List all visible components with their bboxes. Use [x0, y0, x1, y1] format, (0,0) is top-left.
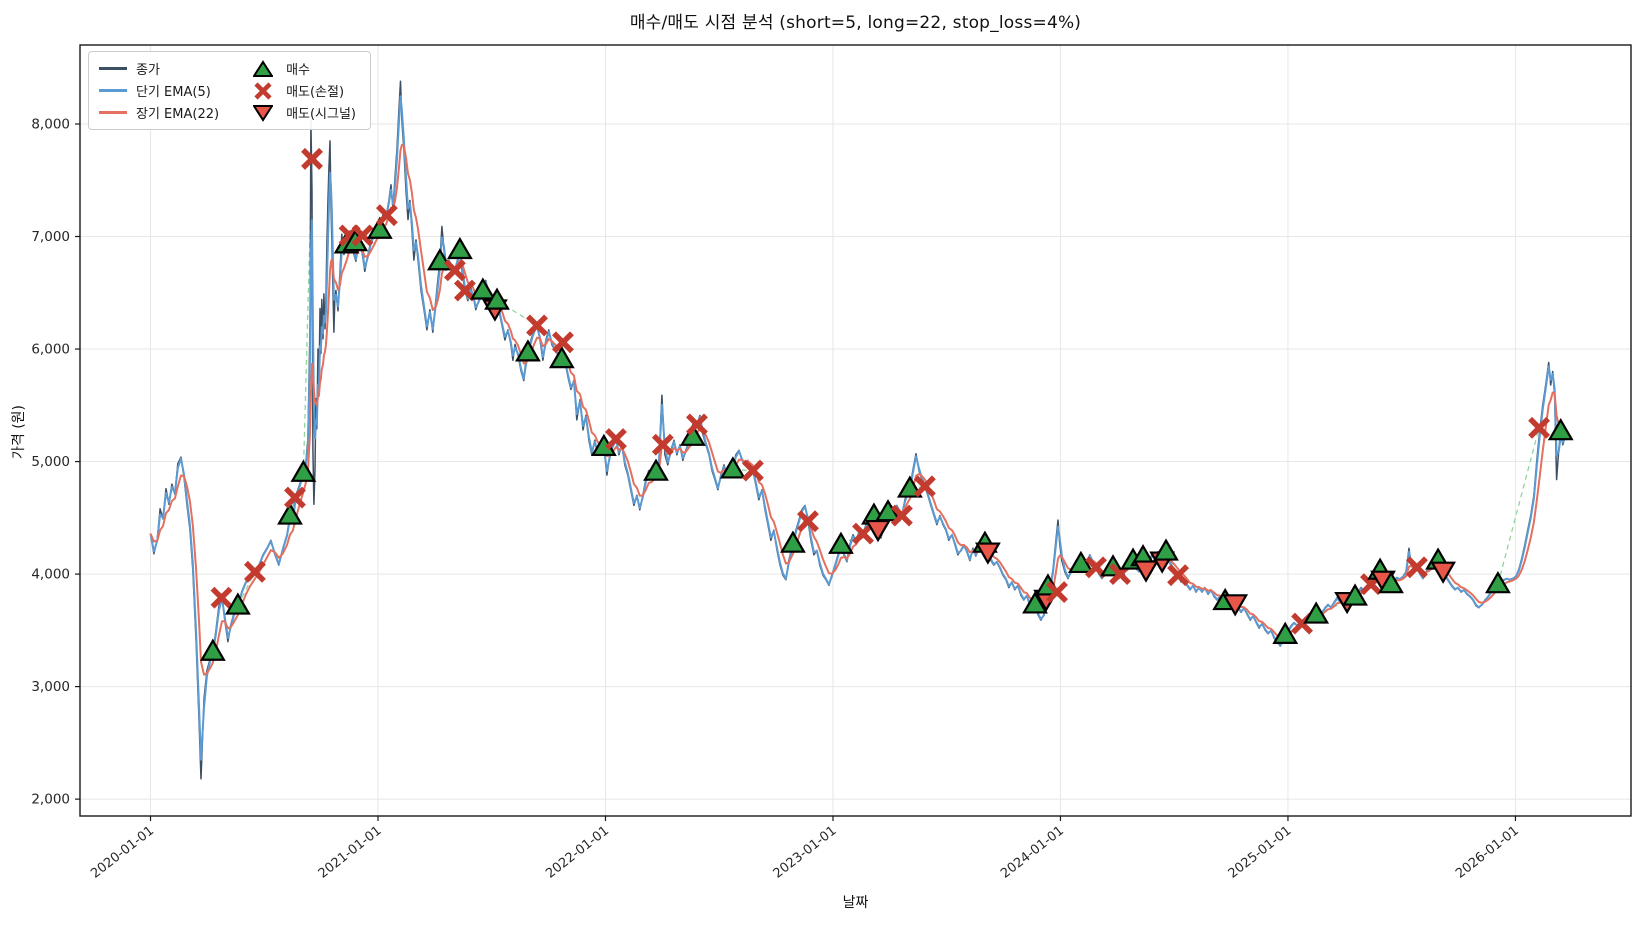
legend-marker-column: 매수 매도(손절) 매도(시그널)	[249, 59, 356, 122]
buy-triangle-icon	[249, 59, 277, 78]
stop-loss-marker	[1167, 564, 1190, 587]
stop-loss-marker	[797, 510, 819, 533]
x-tick-label: 2025-01-01	[1226, 823, 1295, 881]
buy-marker	[1378, 571, 1404, 594]
stop-loss-marker	[526, 314, 548, 337]
buy-marker	[719, 456, 746, 479]
x-tick-label: 2021-01-01	[316, 823, 385, 881]
buy-marker	[366, 216, 393, 239]
legend: 종가 단기 EMA(5) 장기 EMA(22) 매수	[88, 51, 372, 130]
y-tick-label: 6,000	[31, 342, 70, 358]
buy-marker	[1485, 571, 1511, 594]
stop-loss-marker	[1405, 556, 1428, 579]
stop-loss-marker	[1046, 581, 1068, 604]
y-tick-label: 3,000	[31, 679, 70, 695]
x-tick-label: 2020-01-01	[88, 823, 157, 881]
buy-marker	[1272, 621, 1299, 644]
stop-loss-marker	[552, 331, 574, 354]
buy-marker	[277, 502, 303, 525]
buy-marker	[828, 531, 854, 554]
buy-marker	[484, 287, 510, 310]
legend-item-ema-long: 장기 EMA(22)	[99, 103, 219, 122]
ema-short-line-swatch	[99, 89, 127, 92]
stop-loss-marker	[913, 475, 936, 498]
buy-marker	[548, 345, 575, 369]
stop-loss-x-icon	[249, 81, 277, 100]
buy-marker	[679, 423, 706, 446]
stop-loss-marker	[443, 259, 466, 282]
stop-loss-marker	[351, 224, 374, 247]
x-tick-label: 2022-01-01	[543, 823, 612, 881]
legend-label-stop: 매도(손절)	[286, 85, 345, 100]
buy-marker	[224, 592, 251, 615]
legend-item-signal: 매도(시그널)	[249, 103, 356, 122]
legend-label-ema-short: 단기 EMA(5)	[136, 85, 211, 100]
y-axis-label: 가격 (원)	[11, 405, 27, 460]
buy-marker	[290, 459, 317, 482]
x-tick-label: 2023-01-01	[771, 823, 840, 881]
close-line-swatch	[99, 67, 127, 70]
x-tick-label: 2024-01-01	[998, 823, 1067, 881]
buy-marker	[446, 236, 473, 260]
y-tick-label: 4,000	[31, 567, 70, 583]
buy-marker	[1153, 538, 1179, 561]
stop-loss-marker	[453, 279, 476, 302]
signal-sell-marker	[1222, 594, 1249, 617]
close-price-line	[149, 80, 1566, 780]
buy-marker	[1342, 583, 1368, 606]
stop-loss-marker	[605, 428, 627, 450]
buy-marker	[780, 530, 806, 553]
buy-marker	[199, 638, 226, 661]
axes-frame	[79, 44, 1632, 817]
x-tick-label: 2026-01-01	[1453, 823, 1522, 881]
y-tick-label: 5,000	[31, 454, 70, 470]
stop-loss-marker	[301, 147, 323, 170]
legend-item-ema-short: 단기 EMA(5)	[99, 81, 219, 100]
y-tick-label: 7,000	[31, 229, 70, 245]
legend-item-stop: 매도(손절)	[249, 81, 356, 100]
stop-loss-marker	[890, 504, 913, 527]
legend-line-column: 종가 단기 EMA(5) 장기 EMA(22)	[99, 59, 219, 122]
legend-label-close: 종가	[136, 63, 160, 78]
buy-marker	[1022, 591, 1048, 614]
stop-loss-marker	[1528, 416, 1551, 439]
buy-marker	[1303, 601, 1330, 624]
stop-loss-marker	[375, 204, 398, 227]
stop-loss-marker	[284, 486, 306, 509]
x-axis-label: 날짜	[842, 895, 869, 911]
short-ema-line	[149, 95, 1566, 761]
legend-item-close: 종가	[99, 59, 219, 78]
buy-marker	[515, 339, 541, 362]
y-tick-label: 8,000	[31, 116, 70, 132]
legend-label-signal: 매도(시그널)	[286, 107, 357, 122]
axis-ticks: 2020-01-01 2021-01-01 2022-01-01 2023-01-01…	[31, 116, 1522, 881]
stop-loss-marker	[651, 433, 674, 456]
signal-sell-marker	[1430, 561, 1457, 584]
legend-item-buy: 매수	[249, 59, 356, 78]
y-tick-label: 2,000	[31, 792, 70, 808]
signal-sell-marker	[1133, 560, 1159, 583]
buy-marker	[896, 475, 923, 498]
signal-sell-marker	[974, 542, 1001, 565]
stop-loss-marker	[210, 586, 233, 609]
buy-marker	[469, 277, 496, 300]
signal-sell-triangle-icon	[249, 104, 277, 122]
ema-long-line-swatch	[99, 111, 127, 114]
trade-markers	[199, 147, 1574, 661]
legend-label-buy: 매수	[286, 63, 310, 78]
stop-loss-marker	[852, 522, 874, 545]
stop-loss-marker	[741, 459, 764, 482]
chart-title: 매수/매도 시점 분석 (short=5, long=22, stop_loss…	[629, 13, 1082, 33]
buy-marker	[1068, 550, 1094, 574]
buy-marker	[1547, 417, 1574, 441]
legend-label-ema-long: 장기 EMA(22)	[136, 107, 220, 122]
buy-marker	[643, 458, 669, 481]
stop-loss-marker	[243, 560, 266, 583]
stop-loss-marker	[685, 413, 708, 436]
